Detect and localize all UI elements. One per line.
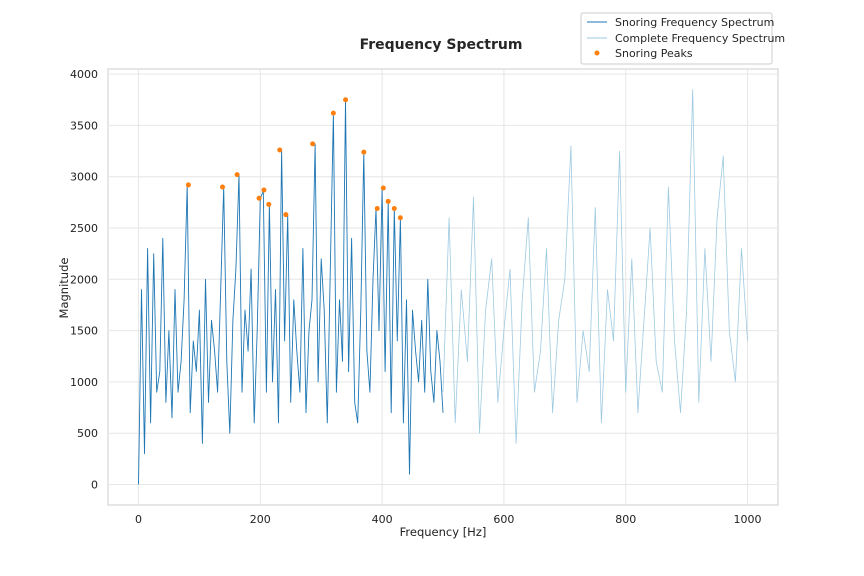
snoring-peak-marker	[277, 147, 283, 153]
legend-snoring-label: Snoring Frequency Spectrum	[615, 16, 774, 29]
chart-title: Frequency Spectrum	[360, 37, 523, 53]
x-tick-label: 200	[250, 513, 271, 526]
grid-lines	[108, 69, 778, 505]
legend-peaks-swatch	[594, 50, 600, 56]
plot-frame	[107, 68, 779, 506]
x-tick-label: 400	[372, 513, 393, 526]
snoring-peak-marker	[261, 187, 267, 193]
x-tick-label: 800	[615, 513, 636, 526]
snoring-peak-marker	[220, 184, 226, 190]
y-tick-label: 3000	[70, 171, 98, 184]
y-tick-label: 2000	[70, 273, 98, 286]
y-tick-label: 4000	[70, 68, 98, 81]
x-tick-labels: 0 200 400 600 800 1000	[135, 513, 762, 526]
snoring-peak-marker	[234, 172, 240, 178]
snoring-peak-marker	[374, 206, 380, 212]
snoring-peak-marker	[256, 195, 262, 201]
x-axis-label: Frequency [Hz]	[400, 525, 487, 539]
snoring-spectrum-layer	[138, 99, 444, 485]
snoring-peak-marker	[361, 149, 367, 155]
y-tick-label: 3500	[70, 119, 98, 132]
legend: Snoring Frequency Spectrum Complete Freq…	[580, 12, 785, 65]
snoring-peak-marker	[391, 206, 397, 212]
snoring-peak-marker	[283, 212, 289, 218]
x-tick-label: 600	[493, 513, 514, 526]
complete-spectrum-layer	[442, 89, 748, 444]
y-axis-label: Magnitude	[57, 258, 71, 319]
snoring-peak-marker	[380, 185, 386, 191]
snoring-peak-marker	[185, 182, 191, 188]
snoring-peak-marker	[310, 141, 316, 147]
legend-complete-label: Complete Frequency Spectrum	[615, 32, 785, 45]
snoring-peaks-layer	[185, 97, 403, 221]
y-tick-label: 2500	[70, 222, 98, 235]
x-tick-label: 0	[135, 513, 142, 526]
y-tick-label: 0	[91, 478, 98, 491]
snoring-peak-marker	[343, 97, 349, 103]
legend-peaks-label: Snoring Peaks	[615, 47, 693, 60]
y-tick-label: 1000	[70, 376, 98, 389]
y-tick-label: 1500	[70, 325, 98, 338]
snoring-spectrum-line	[138, 99, 444, 485]
y-tick-label: 500	[77, 427, 98, 440]
snoring-peak-marker	[397, 215, 403, 221]
snoring-peak-marker	[330, 110, 336, 116]
legend-box	[580, 12, 773, 65]
y-tick-labels: 0 500 1000 1500 2000 2500 3000 3500 4000	[70, 68, 98, 491]
complete-spectrum-line	[442, 89, 748, 444]
x-tick-label: 1000	[734, 513, 762, 526]
snoring-peak-marker	[385, 198, 391, 204]
snoring-peak-marker	[266, 201, 272, 207]
